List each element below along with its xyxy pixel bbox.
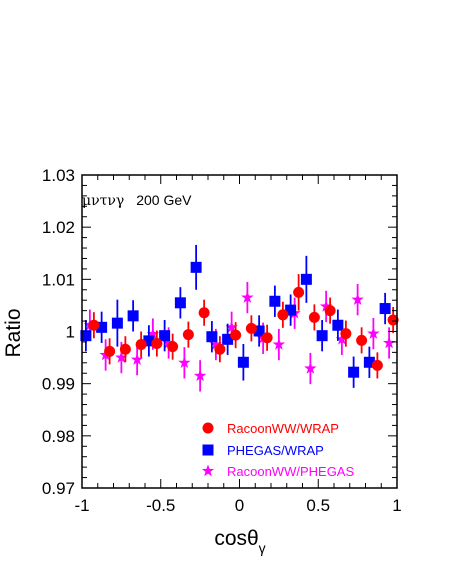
star-marker (178, 356, 191, 369)
circle-marker (198, 307, 210, 319)
square-marker (127, 310, 139, 322)
circle-marker (88, 319, 100, 331)
legend: RacoonWW/WRAP PHEGAS/WRAP RacoonWW/PHEGAS (201, 421, 354, 479)
circle-marker (356, 334, 368, 346)
circle-marker (387, 314, 399, 326)
square-marker (332, 319, 344, 331)
x-tick-label: 0.5 (306, 496, 330, 515)
square-marker (143, 335, 155, 347)
x-tick-label: -0.5 (146, 496, 175, 515)
x-tick-label: -1 (74, 496, 89, 515)
circle-marker (202, 422, 214, 434)
square-marker (269, 295, 281, 307)
square-marker (206, 331, 218, 343)
star-marker (115, 351, 128, 363)
circle-marker (293, 286, 305, 298)
square-marker (379, 303, 391, 315)
circle-marker (308, 311, 320, 323)
star-marker (335, 332, 349, 345)
square-marker (111, 317, 123, 329)
square-marker (363, 356, 375, 368)
y-tick-label: 1 (66, 323, 75, 342)
circle-marker (182, 329, 194, 341)
circle-marker (261, 332, 273, 344)
circle-marker (340, 328, 352, 340)
square-marker (174, 297, 186, 309)
square-marker (159, 330, 171, 342)
energy-label: 200 GeV (136, 192, 192, 208)
square-marker (237, 356, 249, 368)
square-marker (222, 333, 234, 345)
circle-marker (371, 359, 383, 371)
square-marker (96, 321, 108, 333)
chart-marks (80, 244, 399, 392)
series-RacoonWW/WRAP (88, 274, 399, 379)
square-marker (285, 304, 297, 316)
x-axis-label: cosθγ (214, 527, 265, 556)
star-marker (241, 291, 254, 303)
legend-label: RacoonWW/PHEGAS (227, 464, 354, 479)
x-tick-label: 0 (235, 496, 244, 515)
legend-entry: RacoonWW/PHEGAS (201, 464, 354, 479)
circle-marker (230, 329, 242, 341)
square-marker (316, 330, 328, 342)
square-marker (253, 325, 265, 337)
star-marker (201, 464, 215, 477)
circle-marker (167, 341, 179, 353)
legend-entry: RacoonWW/WRAP (202, 421, 339, 436)
circle-marker (119, 343, 131, 355)
circle-marker (104, 345, 116, 357)
axis-ticks: 0.97 0.98 0.99 1 1.01 1.02 1.03 -1 -0.5 0 0.5 1 (42, 166, 402, 515)
x-tick-label: 1 (392, 496, 401, 515)
x-axis-label-sub: γ (259, 540, 266, 556)
star-marker (225, 320, 238, 333)
star-marker (272, 338, 286, 350)
star-marker (193, 369, 207, 382)
y-tick-label: 0.99 (42, 375, 75, 394)
star-marker (351, 293, 364, 305)
y-tick-label: 0.97 (42, 479, 75, 498)
y-axis-label: Ratio (2, 308, 25, 357)
circle-marker (214, 343, 226, 355)
square-marker (80, 330, 92, 342)
square-marker (190, 261, 202, 273)
star-marker (367, 327, 380, 339)
legend-label: RacoonWW/WRAP (227, 421, 339, 436)
star-marker (209, 338, 223, 350)
circle-marker (277, 309, 289, 321)
star-marker (319, 299, 333, 312)
y-tick-label: 1.02 (42, 218, 75, 237)
star-marker (304, 362, 317, 374)
series-RacoonWW/PHEGAS (83, 281, 396, 392)
circle-marker (151, 337, 163, 349)
star-marker (162, 336, 175, 349)
legend-entry: PHEGAS/WRAP (202, 443, 324, 458)
star-marker (146, 327, 160, 340)
circle-marker (245, 322, 257, 334)
channel-label: μντνγ (82, 193, 124, 209)
star-marker (130, 353, 144, 365)
square-marker (300, 273, 312, 285)
series-PHEGAS/WRAP (80, 244, 391, 388)
circle-marker (324, 305, 336, 317)
square-marker (202, 444, 214, 456)
circle-marker (135, 339, 147, 351)
legend-label: PHEGAS/WRAP (227, 443, 324, 458)
x-axis-label-main: cosθ (214, 527, 258, 550)
y-tick-label: 1.01 (42, 270, 75, 289)
y-tick-label: 1.03 (42, 166, 75, 185)
y-tick-label: 0.98 (42, 427, 75, 446)
square-marker (348, 366, 360, 378)
star-marker (382, 336, 396, 349)
annotation: μντνγ 200 GeV (82, 192, 192, 209)
